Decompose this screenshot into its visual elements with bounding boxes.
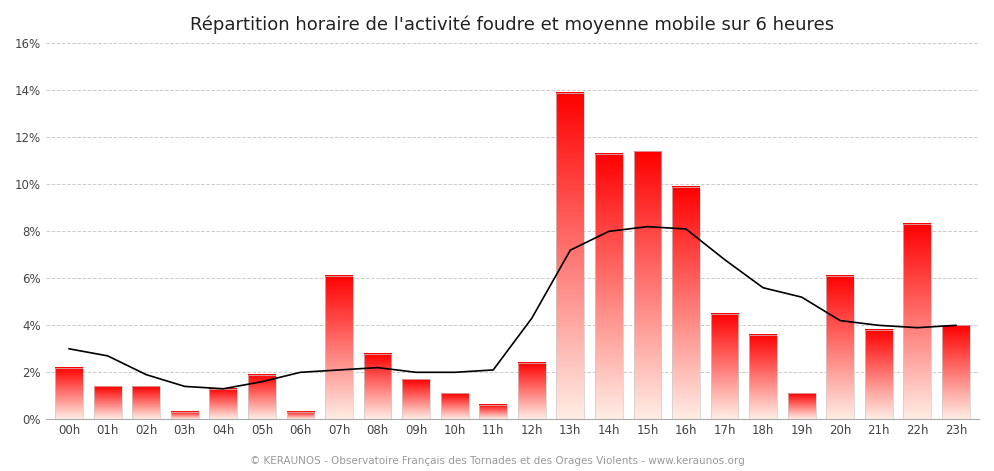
Bar: [633, 152, 661, 419]
Title: Répartition horaire de l'activité foudre et moyenne mobile sur 6 heures: Répartition horaire de l'activité foudre…: [191, 15, 835, 33]
Bar: [826, 276, 854, 419]
Bar: [479, 405, 507, 419]
Bar: [865, 330, 893, 419]
Bar: [132, 386, 160, 419]
Bar: [248, 374, 275, 419]
Bar: [942, 325, 970, 419]
Bar: [672, 187, 700, 419]
Bar: [904, 224, 931, 419]
Bar: [595, 154, 623, 419]
Text: © KERAUNOS - Observatoire Français des Tornades et des Orages Violents - www.ker: © KERAUNOS - Observatoire Français des T…: [249, 456, 745, 466]
Bar: [325, 276, 353, 419]
Bar: [56, 367, 83, 419]
Bar: [210, 389, 238, 419]
Bar: [711, 314, 739, 419]
Bar: [788, 393, 815, 419]
Bar: [403, 379, 430, 419]
Bar: [364, 354, 392, 419]
Bar: [93, 386, 121, 419]
Bar: [171, 412, 199, 419]
Bar: [749, 335, 777, 419]
Bar: [440, 393, 468, 419]
Bar: [557, 93, 584, 419]
Bar: [518, 363, 546, 419]
Bar: [286, 412, 314, 419]
